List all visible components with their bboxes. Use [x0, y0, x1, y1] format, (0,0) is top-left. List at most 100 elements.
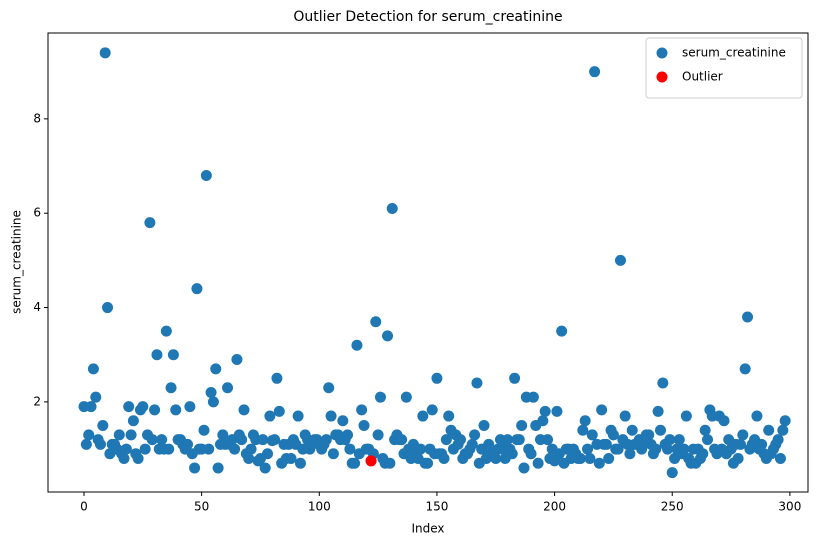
x-tick-label: 50 — [194, 500, 209, 514]
data-point — [678, 443, 690, 455]
data-point — [626, 424, 638, 436]
data-point — [732, 453, 744, 465]
data-point — [742, 311, 754, 323]
data-point — [542, 434, 554, 446]
data-point — [396, 434, 408, 446]
data-point — [94, 438, 106, 450]
data-point — [151, 349, 163, 361]
data-point — [438, 453, 450, 465]
data-point — [257, 434, 269, 446]
data-point — [763, 424, 775, 436]
data-point — [292, 410, 304, 422]
data-point — [551, 405, 563, 417]
data-point — [525, 448, 537, 460]
data-point — [356, 404, 368, 416]
data-point — [80, 438, 92, 450]
x-tick-label: 100 — [308, 500, 331, 514]
data-point — [777, 424, 789, 436]
data-point — [697, 448, 709, 460]
data-point — [184, 401, 196, 413]
data-point — [652, 405, 664, 417]
data-point — [351, 339, 363, 351]
chart-title: Outlier Detection for serum_creatinine — [293, 9, 562, 25]
data-point — [167, 349, 179, 361]
data-point — [156, 434, 168, 446]
data-point — [262, 448, 274, 460]
data-point — [99, 47, 111, 59]
data-point — [527, 391, 539, 403]
data-point — [212, 462, 224, 474]
data-point — [113, 429, 125, 441]
data-point — [238, 404, 250, 416]
data-point — [118, 453, 130, 465]
data-point — [619, 410, 631, 422]
data-point — [243, 453, 255, 465]
data-point — [149, 404, 161, 416]
legend-marker — [656, 47, 668, 59]
x-tick-label: 250 — [661, 500, 684, 514]
data-point — [191, 283, 203, 295]
data-point — [374, 391, 386, 403]
data-point — [231, 353, 243, 365]
data-point — [120, 443, 132, 455]
legend-box — [645, 37, 803, 99]
data-point — [139, 443, 151, 455]
data-point — [259, 462, 271, 474]
data-point — [144, 217, 156, 229]
data-point — [471, 377, 483, 389]
data-point — [756, 438, 768, 450]
data-point — [739, 363, 751, 375]
data-point — [518, 462, 530, 474]
data-point — [654, 424, 666, 436]
data-point — [603, 453, 615, 465]
data-point — [454, 434, 466, 446]
data-point — [189, 462, 201, 474]
data-point — [600, 438, 612, 450]
data-point — [440, 434, 452, 446]
data-point — [426, 404, 438, 416]
data-point — [589, 66, 601, 78]
y-tick-label: 4 — [33, 300, 41, 314]
data-point — [337, 415, 349, 427]
data-point — [160, 325, 172, 337]
data-point — [636, 443, 648, 455]
data-point — [382, 330, 394, 342]
data-point — [539, 405, 551, 417]
data-point — [200, 169, 212, 181]
data-point — [210, 363, 222, 375]
data-point — [478, 419, 490, 431]
data-point — [614, 254, 626, 266]
legend-label: Outlier — [682, 70, 723, 84]
data-point — [502, 434, 514, 446]
data-point — [327, 448, 339, 460]
data-point — [344, 443, 356, 455]
data-point — [596, 404, 608, 416]
data-point — [537, 415, 549, 427]
data-point — [370, 316, 382, 328]
data-point — [577, 424, 589, 436]
x-tick-label: 150 — [425, 500, 448, 514]
data-point — [271, 372, 283, 384]
data-point — [123, 401, 135, 413]
data-point — [699, 424, 711, 436]
data-point — [443, 410, 455, 422]
data-point — [90, 391, 102, 403]
data-point — [198, 424, 210, 436]
data-point — [163, 443, 175, 455]
data-point — [342, 429, 354, 441]
data-point — [146, 434, 158, 446]
data-point — [323, 382, 335, 394]
data-point — [680, 410, 692, 422]
data-point — [734, 438, 746, 450]
data-point — [417, 410, 429, 422]
data-point — [125, 429, 137, 441]
data-point — [702, 434, 714, 446]
data-point — [556, 325, 568, 337]
data-point — [509, 372, 521, 384]
data-point — [85, 401, 97, 413]
data-point — [273, 405, 285, 417]
data-point — [422, 457, 434, 469]
data-point — [127, 415, 139, 427]
data-point — [584, 453, 596, 465]
